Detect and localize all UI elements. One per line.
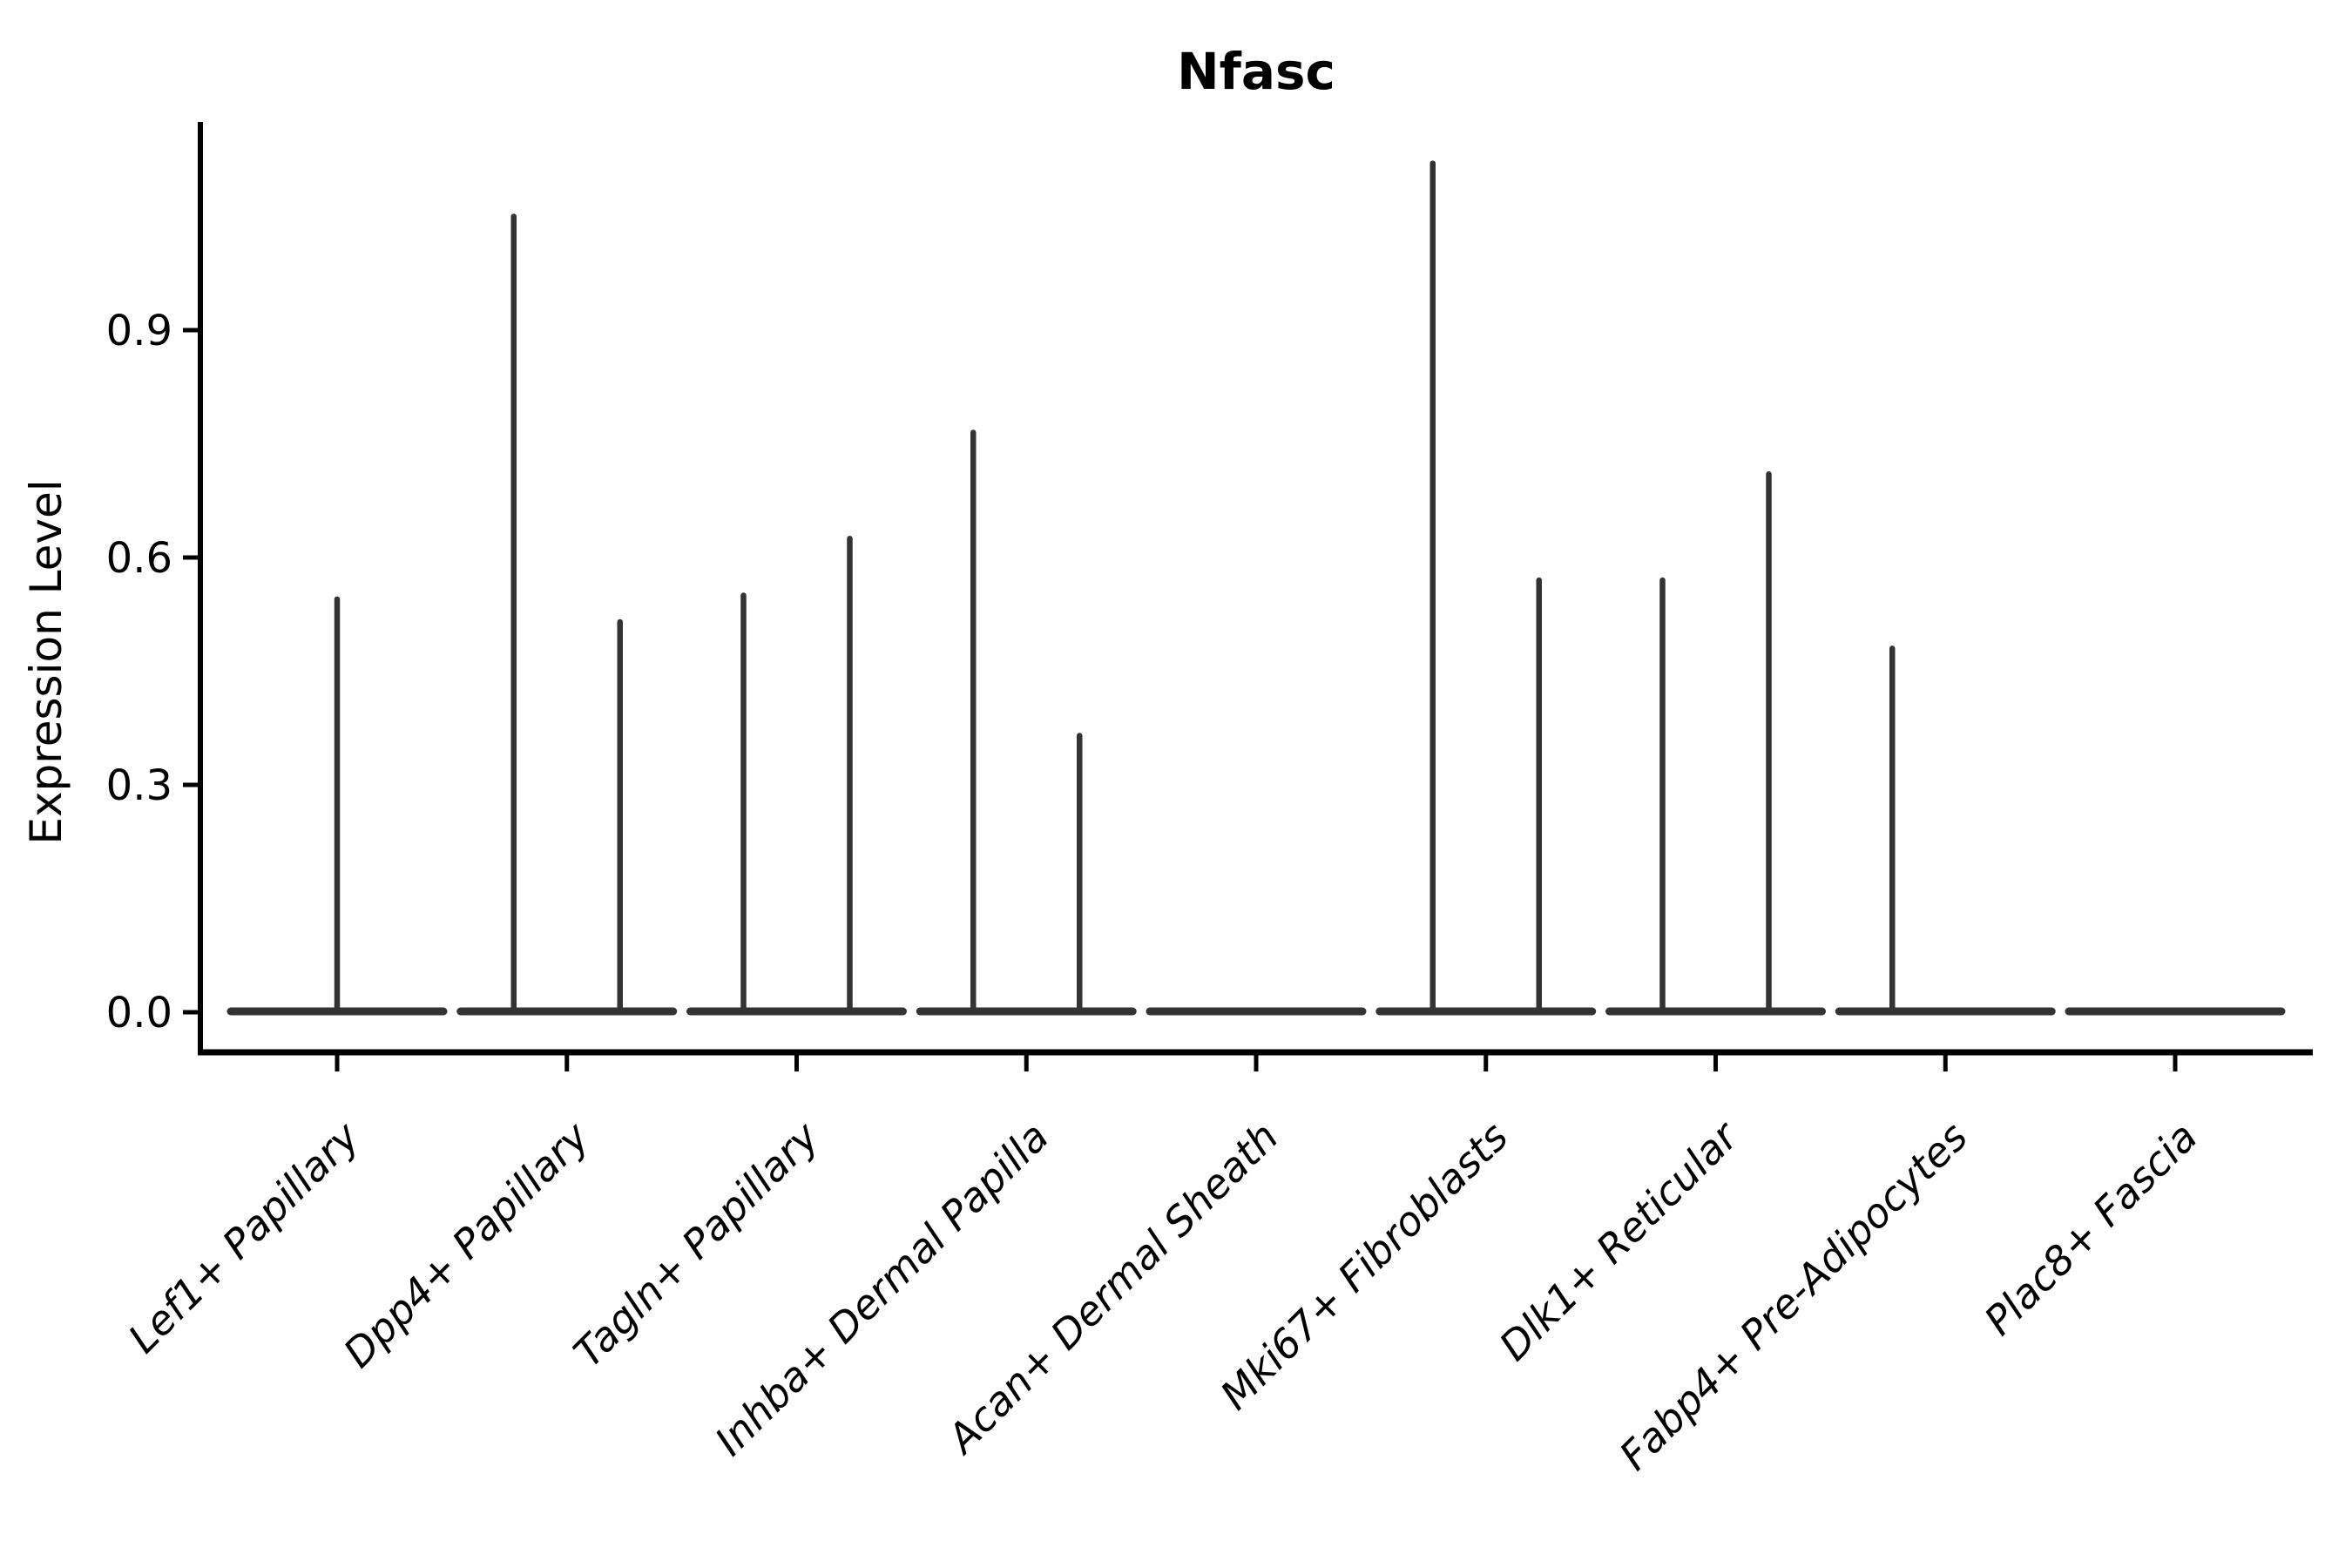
chart-title: Nfasc bbox=[1177, 42, 1335, 101]
y-tick-label: 0.9 bbox=[106, 307, 172, 355]
x-tick-label: Lef1+ Papillary bbox=[119, 1112, 368, 1362]
x-tick-label: Tagln+ Papillary bbox=[564, 1112, 828, 1376]
axes-layer bbox=[183, 122, 2313, 1071]
x-tick-label: Dlk1+ Reticular bbox=[1490, 1111, 1749, 1369]
y-axis-label: Expression Level bbox=[21, 479, 71, 844]
x-tick-label: Plac8+ Fascia bbox=[1975, 1113, 2206, 1344]
violins-layer bbox=[226, 160, 2286, 1016]
y-tick-label: 0.0 bbox=[106, 989, 172, 1037]
y-tick-label: 0.3 bbox=[106, 761, 172, 810]
y-tick-label: 0.6 bbox=[106, 534, 172, 583]
x-tick-label: Dpp4+ Papillary bbox=[335, 1112, 598, 1376]
